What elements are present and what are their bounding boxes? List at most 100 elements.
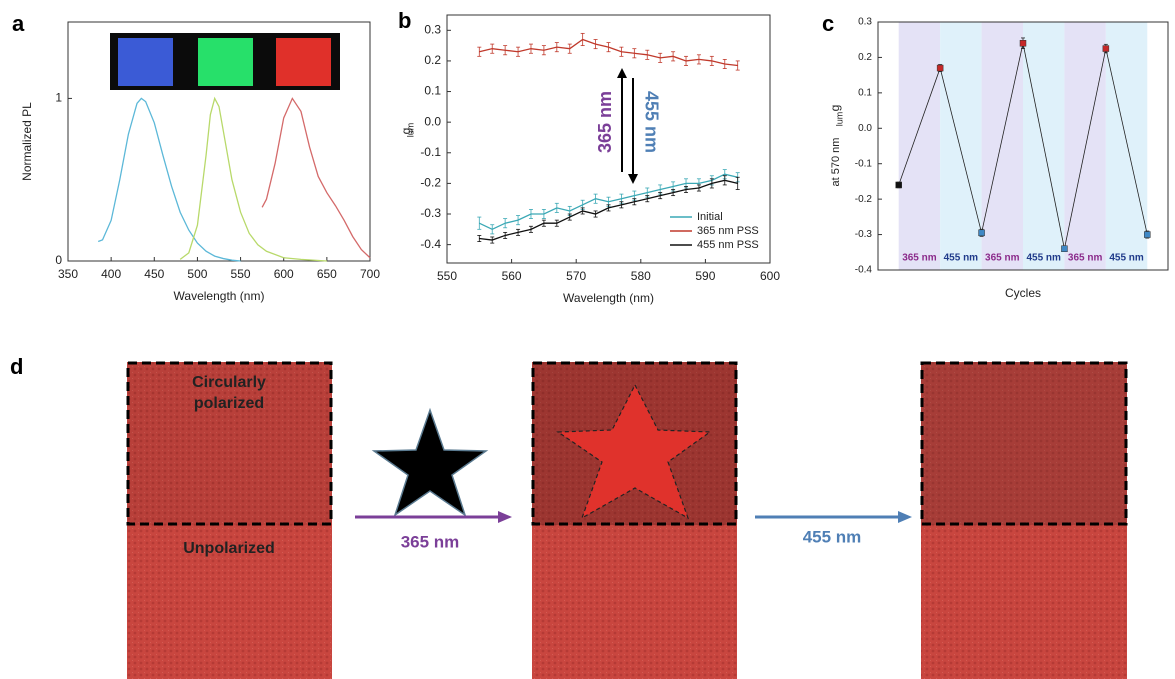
- error-bar: [516, 215, 521, 226]
- legend-label: 455 nm PSS: [697, 239, 759, 251]
- error-bar: [490, 43, 495, 54]
- x-tick-label: 450: [144, 267, 164, 281]
- annotation: 455 nm: [641, 91, 661, 153]
- y-tick-label: 0.3: [424, 22, 441, 36]
- chart-panel: a 0 1 350 400 450 500 550 600 650 700 Wavelength (n…: [12, 11, 380, 303]
- error-bar: [503, 45, 508, 56]
- error-bar: [477, 235, 482, 242]
- point-marker: [936, 64, 944, 72]
- y-tick-label: -0.4: [855, 265, 873, 276]
- error-bar: [696, 54, 701, 65]
- error-bar: [645, 195, 650, 203]
- error-bar: [528, 43, 533, 54]
- cycle-band: [898, 22, 941, 270]
- chart-panel: 365 nm 455 nm 365 nm 455 nm 365 nm 455 nm c -0.…: [822, 11, 1169, 300]
- y-axis-label: at 570 nm: [830, 138, 842, 187]
- error-bar: [632, 198, 637, 206]
- error-bar: [593, 39, 598, 50]
- cycle-band: [940, 22, 982, 270]
- error-bar: [658, 192, 663, 200]
- arrow-label: 455 nm: [803, 527, 862, 546]
- error-bar: [722, 175, 727, 186]
- error-bar: [696, 184, 701, 192]
- y-tick-label: 0.1: [858, 87, 872, 98]
- error-bar: [684, 186, 689, 193]
- error-bar: [528, 209, 533, 220]
- error-bar: [477, 46, 482, 57]
- y-tick-label: 0.2: [424, 53, 441, 67]
- x-axis-label: Wavelength (nm): [563, 291, 654, 305]
- y-tick-label: -0.1: [420, 145, 441, 159]
- error-bar: [477, 216, 482, 230]
- x-tick-label: 590: [695, 269, 715, 283]
- photo-group: [126, 361, 1128, 679]
- series-line: [261, 97, 371, 259]
- photo-caption: Unpolarized: [183, 540, 275, 557]
- error-bar: [606, 42, 611, 53]
- x-tick-label: 400: [101, 267, 121, 281]
- x-tick-label: 600: [274, 267, 294, 281]
- point-marker: [1102, 45, 1110, 52]
- x-tick-label: 600: [760, 269, 780, 283]
- error-bar: [735, 60, 740, 71]
- point-marker: [978, 229, 985, 237]
- y-tick-label: 0.0: [424, 114, 441, 128]
- error-bar: [554, 202, 559, 213]
- pl-inset: [110, 33, 340, 90]
- series-line: [97, 97, 241, 262]
- panel-label: c: [822, 11, 834, 36]
- y-tick-label: -0.2: [855, 194, 873, 205]
- error-bar: [645, 49, 650, 60]
- cycle-band: [1064, 22, 1106, 270]
- band-label: 455 nm: [1109, 253, 1144, 264]
- arrow-label: 365 nm: [401, 532, 460, 551]
- x-tick-label: 550: [437, 269, 457, 283]
- x-axis-label: Wavelength (nm): [174, 289, 265, 303]
- y-axis-label: g: [399, 128, 413, 135]
- photo-caption: polarized: [194, 395, 264, 412]
- error-bar: [658, 52, 663, 63]
- error-bar: [580, 32, 585, 47]
- band-label: 455 nm: [944, 253, 979, 264]
- panel-label: b: [398, 8, 411, 33]
- plot-frame: [67, 21, 371, 262]
- error-bar: [541, 209, 546, 220]
- error-bar: [606, 204, 611, 212]
- x-tick-label: 570: [566, 269, 586, 283]
- error-bar: [490, 224, 495, 235]
- x-axis-label: Cycles: [1005, 286, 1041, 300]
- band-label: 365 nm: [985, 253, 1020, 264]
- x-tick-label: 650: [317, 267, 337, 281]
- legend-label: Initial: [697, 211, 723, 223]
- photo-caption: Circularly: [192, 374, 266, 391]
- error-bar: [709, 178, 714, 189]
- annotation: 365 nm: [595, 91, 615, 153]
- y-axis-label: g: [828, 105, 842, 112]
- error-bar: [503, 231, 508, 239]
- error-bar: [490, 236, 495, 244]
- error-bar: [516, 46, 521, 57]
- cycle-band: [1105, 22, 1148, 270]
- y-tick-label: -0.2: [420, 176, 441, 190]
- panel-label: d: [10, 354, 23, 379]
- y-tick-label: 0.2: [858, 52, 872, 63]
- error-bar: [619, 201, 624, 209]
- error-bar: [684, 55, 689, 66]
- point-marker: [1061, 245, 1068, 252]
- y-tick-label: 0: [55, 253, 62, 267]
- x-tick-label: 700: [360, 267, 380, 281]
- y-tick-label: -0.1: [855, 158, 873, 169]
- error-bar: [709, 55, 714, 66]
- error-bar: [541, 219, 546, 227]
- error-bar: [567, 43, 572, 54]
- error-bar: [722, 58, 727, 69]
- y-axis-label-sub: lum: [405, 123, 415, 138]
- error-bar: [554, 42, 559, 53]
- error-bar: [671, 189, 676, 197]
- error-bar: [593, 193, 598, 204]
- error-bar: [671, 51, 676, 62]
- chart-panel: b -0.4 -0.3 -0.2 -0.1 0.0 0.1 0.2 0.3 550 560 570 58…: [398, 8, 780, 305]
- y-tick-label: -0.4: [420, 237, 441, 251]
- y-tick-label: 0.1: [424, 84, 441, 98]
- y-tick-label: 0.0: [858, 123, 872, 134]
